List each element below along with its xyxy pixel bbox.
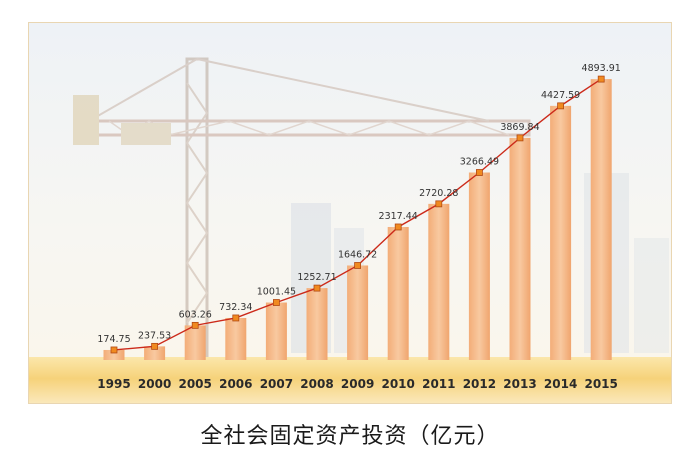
data-label-2010: 2317.44	[379, 211, 418, 222]
data-label-2000: 237.53	[138, 330, 171, 341]
data-label-2007: 1001.45	[257, 287, 296, 298]
bar-2008	[306, 288, 328, 360]
bar-2006	[225, 317, 247, 360]
data-label-2005: 603.26	[179, 309, 212, 320]
bar-2009	[347, 265, 369, 360]
data-label-2012: 3266.49	[460, 157, 499, 168]
bar-2014	[550, 105, 572, 361]
data-label-2011: 2720.28	[419, 188, 458, 199]
bar-2011	[428, 203, 450, 360]
point-marker-2007	[272, 299, 280, 306]
x-tick-label-2015: 2015	[584, 377, 617, 391]
bar-2015	[590, 79, 612, 360]
x-tick-label-2007: 2007	[260, 377, 293, 391]
x-tick-label-2005: 2005	[178, 377, 211, 391]
x-tick-label-2000: 2000	[138, 377, 171, 391]
data-label-2014: 4427.59	[541, 90, 580, 101]
data-label-2008: 1252.71	[297, 272, 336, 283]
bar-2005	[184, 325, 206, 360]
point-marker-2012	[475, 169, 483, 176]
point-marker-2014	[557, 102, 564, 110]
data-label-2006: 732.34	[219, 302, 252, 313]
point-marker-2013	[516, 134, 524, 142]
x-tick-label-2013: 2013	[503, 377, 536, 391]
bar-2000	[144, 346, 166, 360]
x-tick-label-2014: 2014	[544, 377, 577, 391]
chart-title: 全社会固定资产投资（亿元）	[200, 424, 500, 449]
point-marker-2006	[232, 314, 240, 322]
point-marker-2010	[394, 223, 402, 231]
bar-2010	[387, 226, 409, 360]
bar-1995	[103, 349, 125, 360]
base-band	[29, 357, 671, 403]
point-marker-2000	[151, 342, 158, 350]
point-marker-2009	[354, 262, 362, 269]
x-tick-label-2012: 2012	[463, 377, 496, 391]
x-tick-label-2011: 2011	[422, 377, 455, 391]
bar-2013	[509, 137, 531, 360]
bar-2007	[265, 302, 287, 360]
x-tick-label-1995: 1995	[97, 377, 130, 391]
data-label-2009: 1646.72	[338, 249, 377, 260]
point-marker-1995	[110, 346, 118, 354]
data-label-1995: 174.75	[97, 334, 130, 345]
chart-frame: 174.75 237.53 603.26 732.34 1001.45 1252.71 16…	[28, 22, 672, 404]
data-label-2015: 4893.91	[582, 63, 621, 74]
bar-2012	[468, 172, 490, 360]
point-marker-2015	[597, 75, 605, 83]
point-marker-2011	[435, 200, 443, 208]
point-marker-2005	[191, 321, 199, 329]
x-tick-label-2009: 2009	[341, 377, 374, 391]
point-marker-2008	[313, 284, 321, 292]
x-tick-label-2008: 2008	[300, 377, 333, 391]
data-label-2013: 3869.84	[500, 122, 539, 133]
x-tick-label-2006: 2006	[219, 377, 252, 391]
x-tick-label-2010: 2010	[381, 377, 414, 391]
